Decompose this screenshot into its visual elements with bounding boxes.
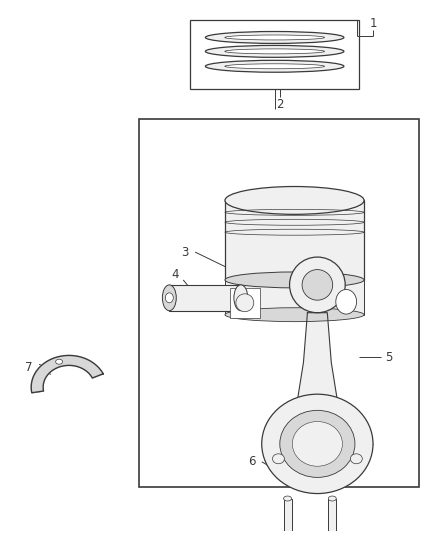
Ellipse shape (236, 294, 254, 312)
Bar (328, 498, 336, 533)
Ellipse shape (292, 422, 343, 466)
Bar (170, 285, 241, 311)
Polygon shape (296, 313, 339, 416)
Text: 4: 4 (172, 269, 179, 281)
Ellipse shape (225, 49, 325, 54)
Ellipse shape (162, 285, 176, 311)
Ellipse shape (290, 257, 345, 313)
Bar (225, 280, 364, 314)
Ellipse shape (233, 289, 253, 314)
Ellipse shape (225, 308, 364, 321)
Ellipse shape (262, 394, 373, 494)
Ellipse shape (283, 496, 292, 501)
Text: 1: 1 (369, 17, 377, 30)
Ellipse shape (280, 410, 355, 478)
Ellipse shape (336, 289, 357, 314)
Text: 6: 6 (248, 455, 255, 469)
Text: 7: 7 (25, 361, 33, 374)
Text: 3: 3 (181, 246, 189, 259)
Ellipse shape (225, 35, 325, 40)
Bar (230, 288, 260, 318)
Ellipse shape (328, 496, 336, 501)
Ellipse shape (205, 60, 344, 72)
Bar (138, 119, 419, 487)
Ellipse shape (205, 45, 344, 58)
Ellipse shape (56, 359, 63, 364)
Ellipse shape (272, 454, 284, 464)
Bar (283, 498, 292, 533)
Bar (190, 20, 359, 89)
Ellipse shape (234, 285, 248, 311)
Text: 5: 5 (385, 351, 392, 364)
Ellipse shape (205, 31, 344, 43)
Ellipse shape (165, 293, 173, 303)
Bar (225, 200, 364, 280)
Text: 2: 2 (276, 98, 283, 110)
Polygon shape (31, 356, 103, 393)
Ellipse shape (225, 272, 364, 288)
Ellipse shape (302, 270, 333, 300)
Ellipse shape (225, 187, 364, 214)
Ellipse shape (350, 454, 362, 464)
Ellipse shape (225, 64, 325, 69)
